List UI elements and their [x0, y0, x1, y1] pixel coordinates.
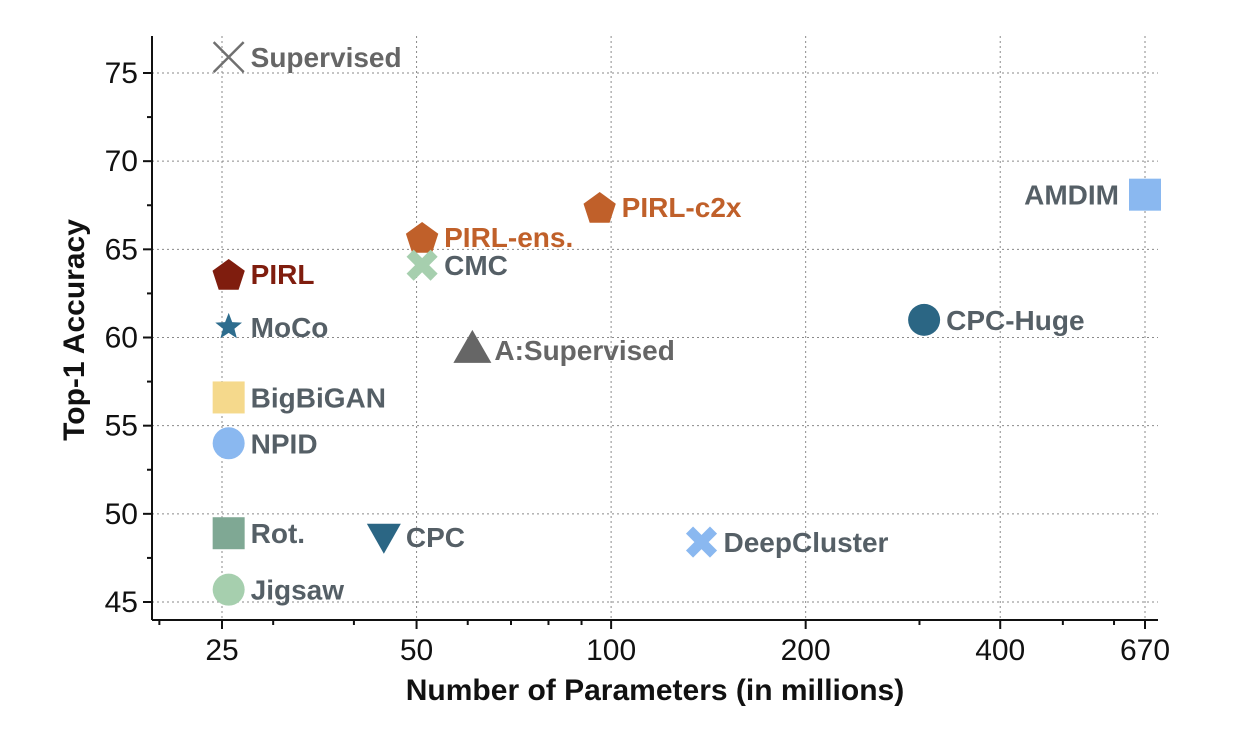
point-deepcluster-marker [685, 526, 718, 558]
point-pirl-label: PIRL [251, 259, 315, 290]
point-jigsaw-marker [212, 573, 245, 606]
y-tick-label: 70 [105, 145, 138, 178]
y-tick-label: 60 [105, 322, 138, 355]
point-cmc-marker [406, 249, 438, 281]
point-a-supervised-marker [453, 329, 492, 363]
x-tick-label: 25 [205, 634, 238, 667]
y-axis-title: Top-1 Accuracy [58, 219, 91, 441]
point-bigbigan-label: BigBiGAN [251, 382, 386, 413]
axes [151, 36, 1158, 621]
point-pirl-c2x-label: PIRL-c2x [622, 192, 742, 223]
point-pirl-marker [212, 259, 245, 290]
point-npid-marker [212, 427, 245, 460]
point-pirl-ens-marker [405, 222, 439, 253]
point-supervised-label: Supervised [251, 42, 402, 73]
point-labels: Supervised PIRL MoCo BigBiGAN NPID Rot. Jigsaw… [251, 42, 1119, 606]
point-amdim-marker [1129, 178, 1161, 211]
point-npid-label: NPID [251, 428, 318, 459]
y-tick-label: 75 [105, 57, 138, 90]
point-cpc-huge-marker [908, 303, 941, 336]
x-tick-label: 670 [1120, 634, 1170, 667]
point-jigsaw-label: Jigsaw [251, 575, 345, 606]
y-tick-label: 45 [105, 586, 138, 619]
markers [212, 41, 1161, 606]
point-bigbigan-marker [212, 381, 245, 414]
point-moco-label: MoCo [251, 312, 329, 343]
y-tick-label: 55 [105, 410, 138, 443]
point-cpc-marker [366, 523, 401, 554]
x-axis-title: Number of Parameters (in millions) [406, 674, 904, 707]
x-tick-label: 200 [781, 634, 831, 667]
x-tick-label: 400 [975, 634, 1025, 667]
point-cpc-label: CPC [406, 522, 465, 553]
y-tick-label: 50 [105, 498, 138, 531]
x-tick-label: 100 [586, 634, 636, 667]
point-deepcluster-label: DeepCluster [724, 527, 889, 558]
point-rot-label: Rot. [251, 518, 305, 549]
point-rot-marker [212, 517, 245, 550]
point-amdim-label: AMDIM [1024, 180, 1119, 211]
point-pirl-ens-label: PIRL-ens. [444, 222, 573, 253]
point-cpc-huge-label: CPC-Huge [946, 305, 1084, 336]
y-tick-label: 65 [105, 233, 138, 266]
point-moco-marker [215, 312, 242, 339]
point-pirl-c2x-marker [583, 192, 616, 223]
point-cmc-label: CMC [444, 250, 508, 281]
ticks: 25 50 100 200 400 670 45 50 55 60 65 70 75 [105, 57, 1170, 667]
point-a-supervised-label: A:Supervised [494, 335, 675, 366]
point-supervised-marker [212, 41, 245, 74]
x-tick-label: 50 [400, 634, 433, 667]
